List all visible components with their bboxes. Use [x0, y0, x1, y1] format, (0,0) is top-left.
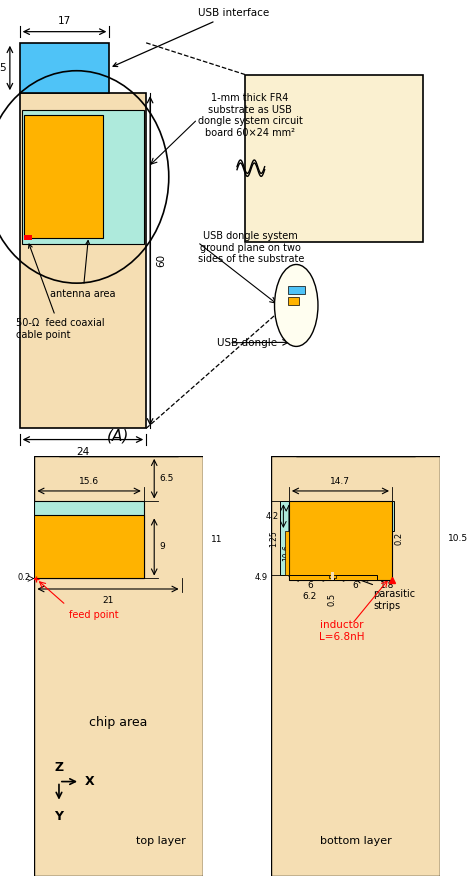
Text: parasitic
strips: parasitic strips — [373, 589, 415, 611]
Text: 0.2: 0.2 — [18, 573, 31, 582]
Bar — [288, 297, 300, 305]
Text: 14.7: 14.7 — [330, 477, 350, 486]
Text: 50-Ω  feed coaxial
cable point: 50-Ω feed coaxial cable point — [16, 244, 104, 340]
Text: 1.8: 1.8 — [380, 580, 394, 590]
Text: X: X — [85, 775, 94, 789]
Text: 0.6: 0.6 — [292, 573, 305, 582]
Text: 0.5: 0.5 — [328, 593, 337, 605]
Bar — [20, 43, 109, 93]
Bar — [329, 575, 336, 578]
Text: Y: Y — [55, 810, 64, 822]
Bar — [331, 572, 335, 580]
Bar — [245, 74, 423, 242]
Text: USB interface: USB interface — [113, 8, 269, 66]
Text: 21: 21 — [102, 596, 114, 605]
Text: 5: 5 — [0, 63, 6, 73]
Bar — [296, 421, 415, 456]
Text: 1-mm thick FR4
substrate as USB
dongle system circuit
board 60×24 mm²: 1-mm thick FR4 substrate as USB dongle s… — [198, 93, 302, 138]
Text: 0.32: 0.32 — [98, 539, 117, 548]
Text: 7: 7 — [337, 551, 343, 560]
Bar — [335, 575, 376, 580]
Bar — [35, 502, 144, 578]
Text: 6.5: 6.5 — [159, 474, 173, 483]
Bar — [288, 286, 305, 294]
Text: 9: 9 — [159, 543, 165, 552]
Text: 6: 6 — [353, 580, 358, 590]
Text: 1.25: 1.25 — [269, 530, 278, 546]
Text: USB dongle: USB dongle — [217, 338, 277, 348]
Text: 60: 60 — [156, 254, 166, 267]
Text: Z: Z — [55, 761, 64, 774]
Text: 10.6: 10.6 — [283, 544, 292, 561]
Text: 17: 17 — [58, 16, 71, 26]
Circle shape — [57, 780, 61, 784]
Text: chip area: chip area — [89, 715, 148, 729]
Bar — [289, 502, 394, 531]
Bar — [35, 578, 37, 580]
Text: 11: 11 — [211, 536, 222, 544]
Bar — [59, 421, 178, 456]
Text: 6: 6 — [307, 580, 313, 590]
Bar — [24, 235, 32, 240]
Bar — [24, 115, 103, 239]
Bar — [35, 516, 144, 578]
Bar — [22, 110, 144, 244]
Text: 4.2: 4.2 — [265, 511, 278, 520]
Text: 15.6: 15.6 — [79, 477, 99, 486]
Bar — [20, 93, 146, 428]
Text: antenna area: antenna area — [50, 240, 116, 299]
Text: top layer: top layer — [136, 836, 185, 846]
Bar — [289, 502, 392, 580]
Ellipse shape — [274, 265, 318, 347]
Bar — [280, 502, 289, 575]
Text: 0.2: 0.2 — [394, 532, 403, 544]
Bar — [285, 531, 289, 575]
Text: (A): (A) — [107, 428, 130, 443]
Bar — [289, 575, 332, 580]
Text: 10.5: 10.5 — [448, 534, 468, 543]
Text: 6.2: 6.2 — [303, 593, 317, 602]
Text: inductor
L=6.8nH: inductor L=6.8nH — [319, 620, 364, 642]
Text: bottom layer: bottom layer — [319, 836, 392, 846]
Text: 4.9: 4.9 — [255, 573, 268, 582]
Text: 24: 24 — [76, 447, 90, 457]
Text: USB dongle system
ground plane on two
sides of the substrate: USB dongle system ground plane on two si… — [198, 231, 304, 264]
Text: feed point: feed point — [70, 610, 119, 620]
